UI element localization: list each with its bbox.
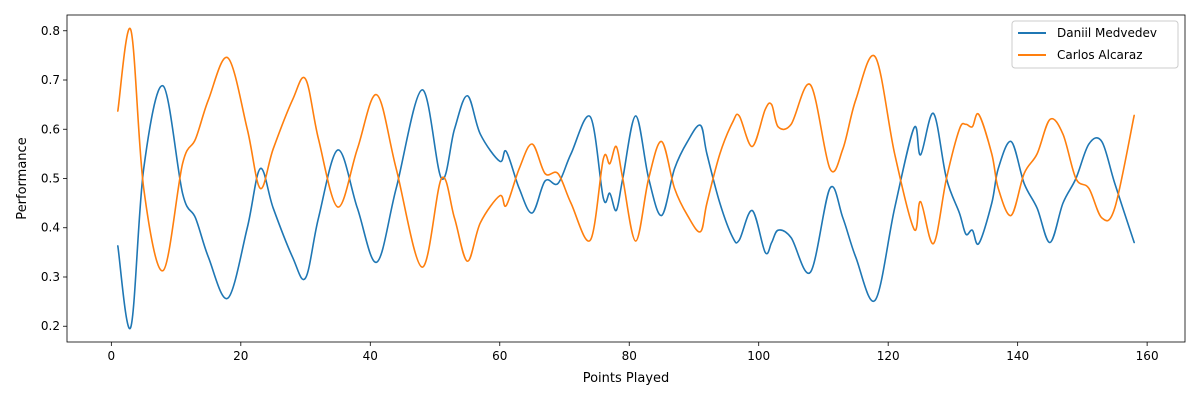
y-tick-label: 0.4 — [41, 221, 60, 235]
x-tick-label: 100 — [747, 349, 770, 363]
series-line-alcaraz — [117, 27, 1135, 272]
y-axis: 0.2 0.3 0.4 0.5 0.6 0.7 0.8 — [41, 24, 67, 333]
legend-label-medvedev: Daniil Medvedev — [1057, 26, 1157, 40]
y-tick-label: 0.5 — [41, 172, 60, 186]
x-tick-label: 160 — [1136, 349, 1159, 363]
x-tick-label: 60 — [492, 349, 507, 363]
y-axis-label: Performance — [15, 137, 30, 219]
y-tick-label: 0.7 — [41, 73, 60, 87]
x-axis: 0 20 40 60 80 100 120 140 160 — [108, 342, 1159, 363]
legend: Daniil Medvedev Carlos Alcaraz — [1011, 20, 1179, 69]
y-tick-label: 0.6 — [41, 122, 60, 136]
series-line-medvedev — [117, 85, 1135, 330]
y-tick-label: 0.2 — [41, 319, 60, 333]
x-tick-label: 140 — [1006, 349, 1029, 363]
y-tick-label: 0.8 — [41, 24, 60, 38]
series-lines — [117, 27, 1135, 330]
x-tick-label: 40 — [363, 349, 378, 363]
legend-label-alcaraz: Carlos Alcaraz — [1057, 48, 1143, 62]
x-axis-label: Points Played — [583, 371, 670, 386]
x-tick-label: 80 — [622, 349, 637, 363]
x-tick-label: 0 — [108, 349, 116, 363]
legend-box — [1011, 20, 1179, 69]
x-tick-label: 20 — [233, 349, 248, 363]
x-tick-label: 120 — [877, 349, 900, 363]
y-tick-label: 0.3 — [41, 270, 60, 284]
